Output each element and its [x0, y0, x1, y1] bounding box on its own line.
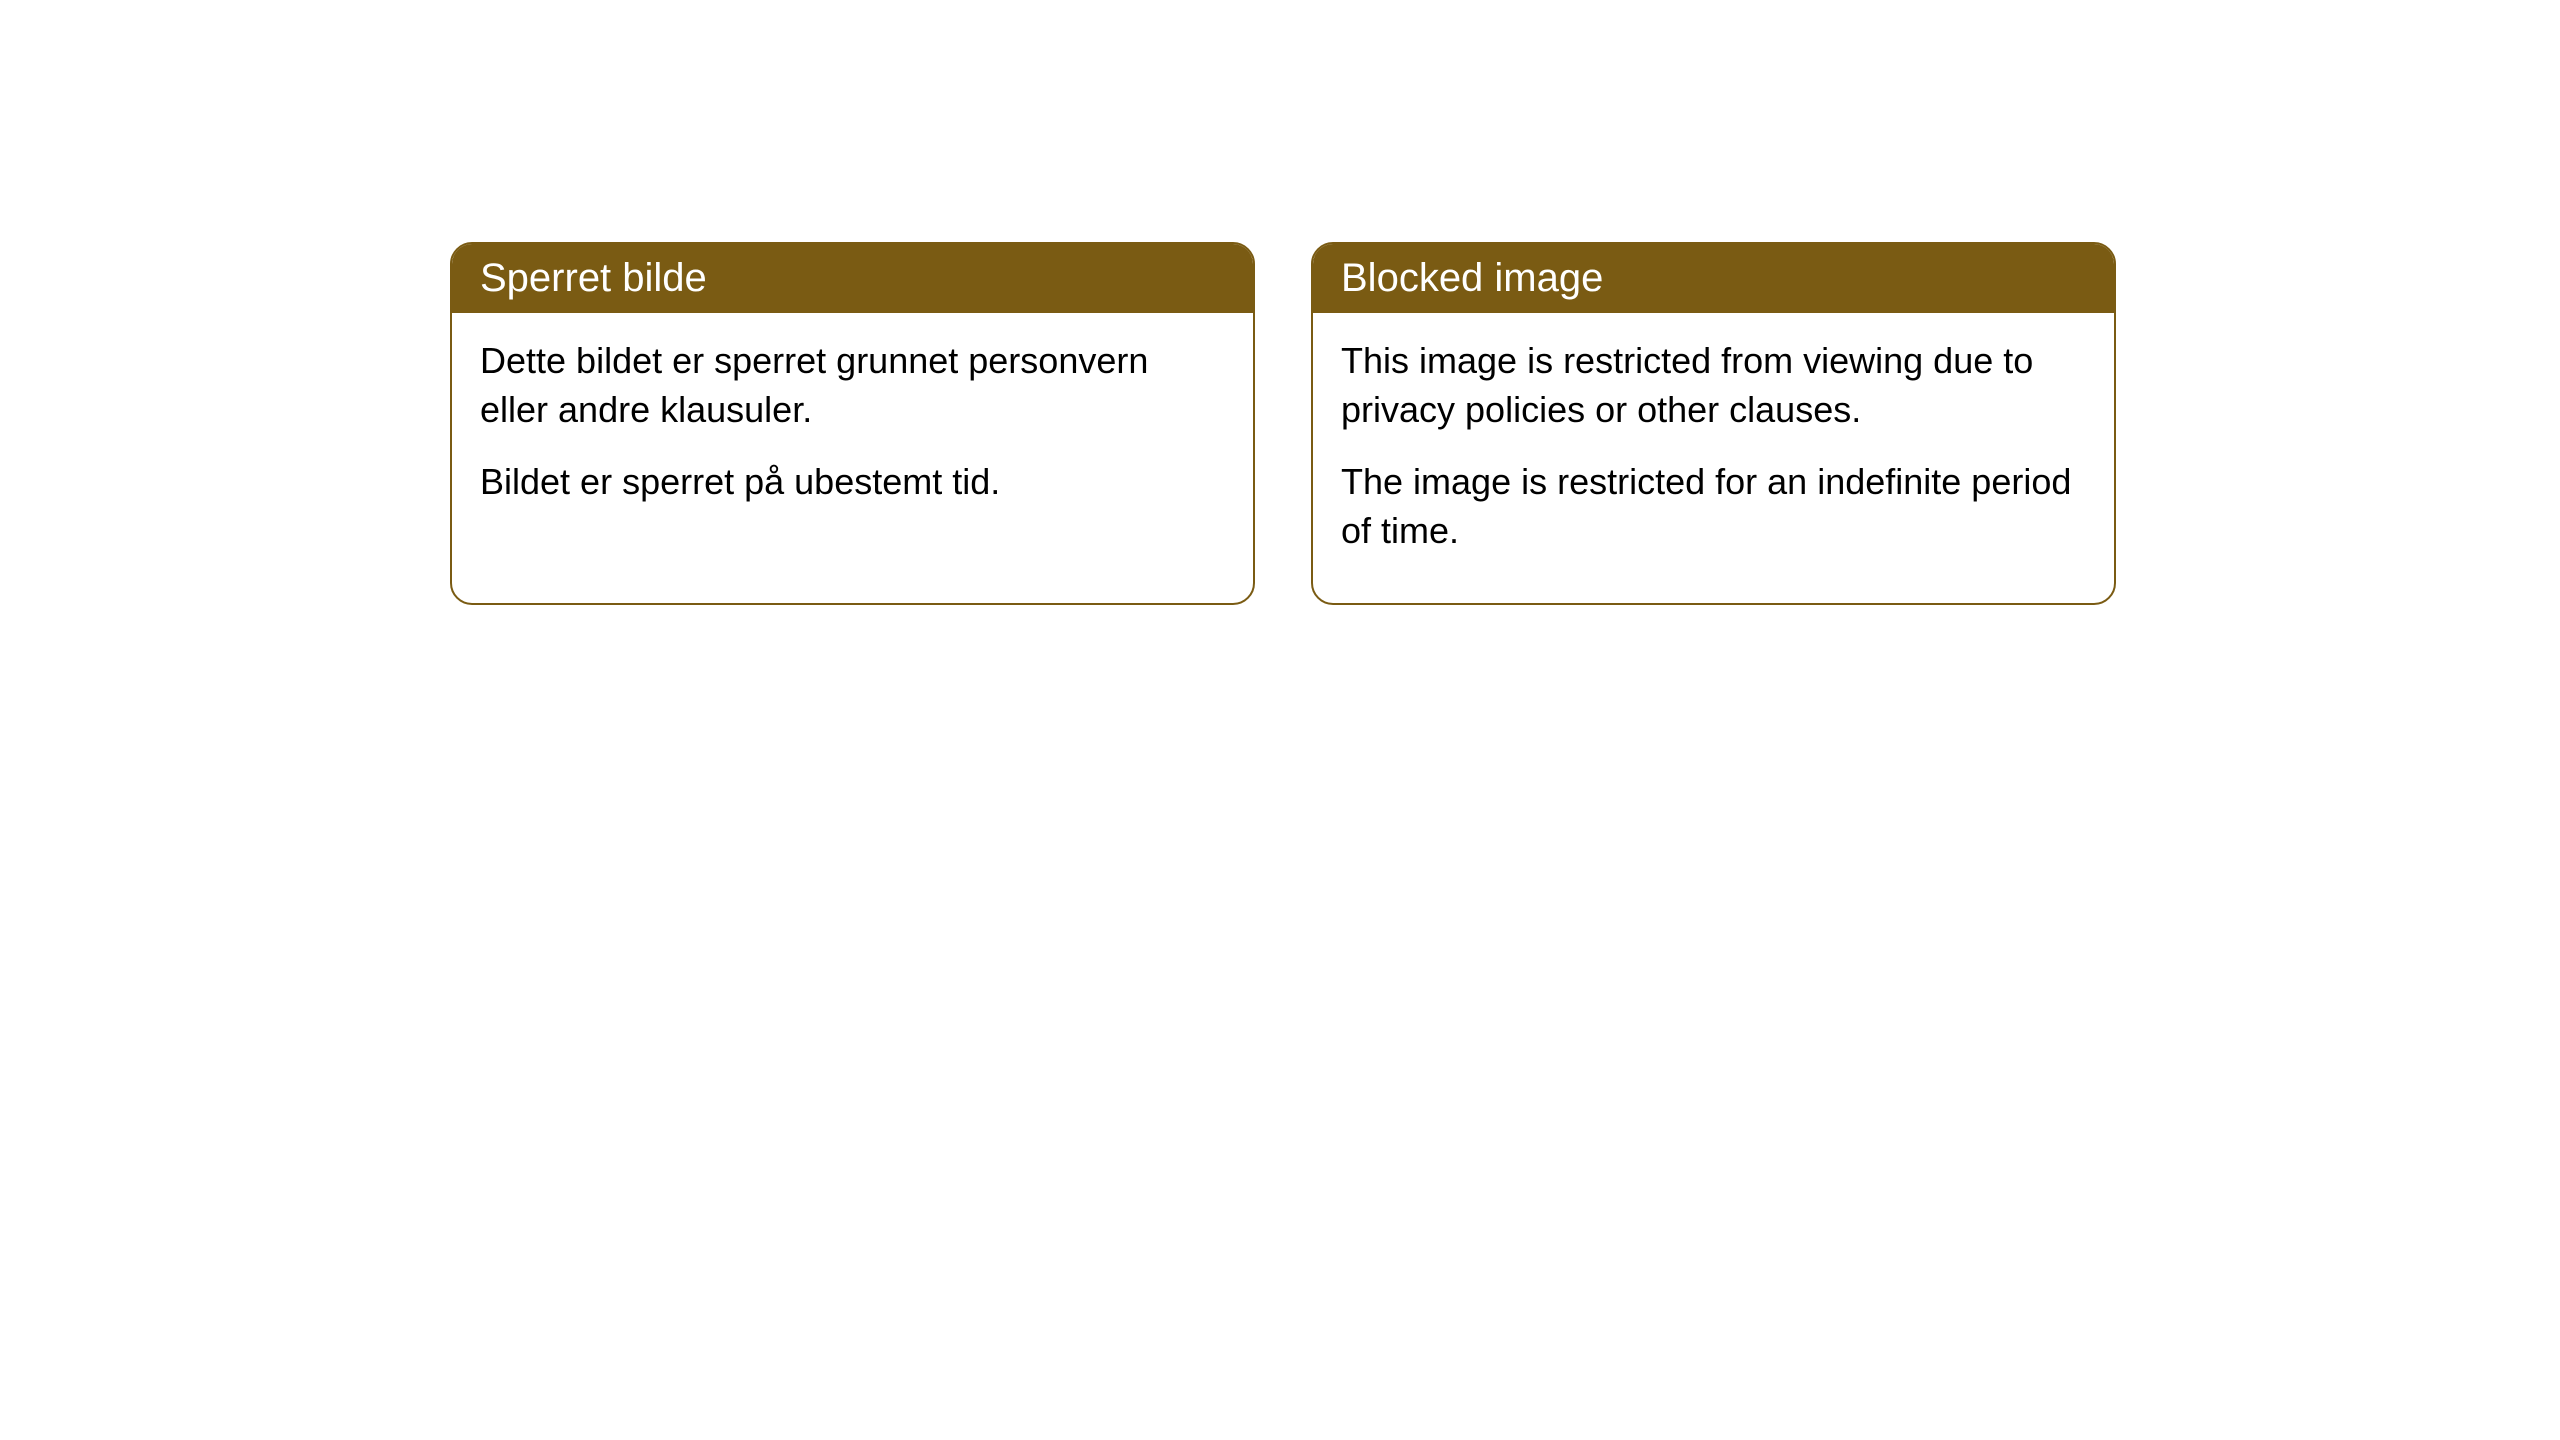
blocked-image-card-english: Blocked image This image is restricted f…	[1311, 242, 2116, 605]
card-paragraph: This image is restricted from viewing du…	[1341, 337, 2086, 434]
card-header-english: Blocked image	[1313, 244, 2114, 313]
blocked-image-card-norwegian: Sperret bilde Dette bildet er sperret gr…	[450, 242, 1255, 605]
notice-cards-container: Sperret bilde Dette bildet er sperret gr…	[450, 242, 2116, 605]
card-paragraph: The image is restricted for an indefinit…	[1341, 458, 2086, 555]
card-body-english: This image is restricted from viewing du…	[1313, 313, 2114, 603]
card-title: Blocked image	[1341, 256, 1603, 300]
card-header-norwegian: Sperret bilde	[452, 244, 1253, 313]
card-title: Sperret bilde	[480, 256, 707, 300]
card-body-norwegian: Dette bildet er sperret grunnet personve…	[452, 313, 1253, 555]
card-paragraph: Dette bildet er sperret grunnet personve…	[480, 337, 1225, 434]
card-paragraph: Bildet er sperret på ubestemt tid.	[480, 458, 1225, 507]
